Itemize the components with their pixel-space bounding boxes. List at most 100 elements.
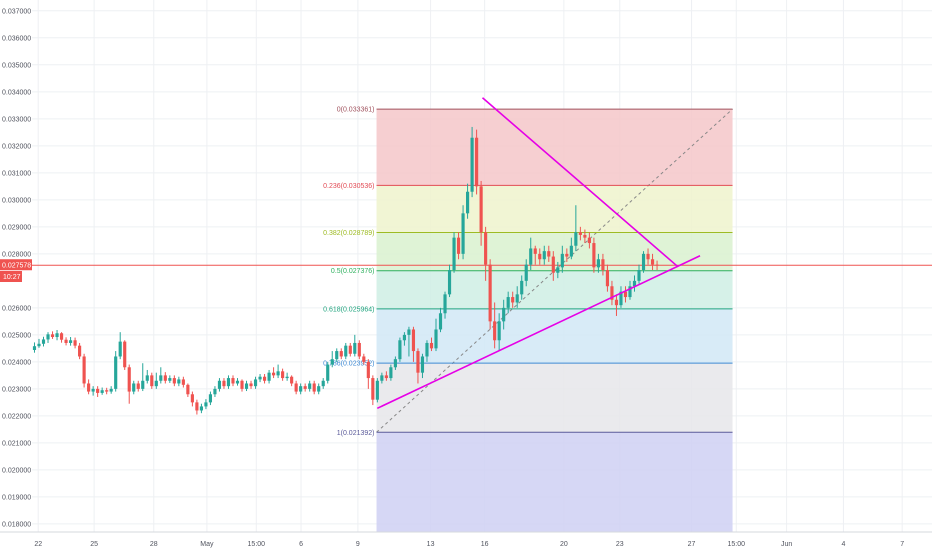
candle-body bbox=[389, 367, 393, 379]
candle-body bbox=[420, 356, 425, 373]
candle-body bbox=[565, 253, 569, 257]
candle-body bbox=[402, 334, 406, 341]
candle-body bbox=[163, 375, 167, 381]
candle-body bbox=[362, 356, 366, 362]
candle-body bbox=[533, 248, 537, 254]
candle-body bbox=[515, 294, 519, 303]
candle-body bbox=[82, 356, 86, 384]
y-tick-label: 0.033000 bbox=[2, 116, 31, 123]
candle-body bbox=[159, 375, 163, 381]
candle-body bbox=[73, 340, 77, 346]
candle-body bbox=[447, 270, 452, 295]
fib-zone bbox=[376, 185, 733, 233]
x-tick-label: 6 bbox=[299, 541, 303, 548]
fib-zone bbox=[376, 308, 733, 364]
candle-body bbox=[375, 380, 379, 400]
candle-body bbox=[641, 253, 646, 271]
candle-body bbox=[488, 264, 492, 322]
candle-body bbox=[655, 264, 659, 266]
y-tick-label: 0.022000 bbox=[2, 413, 31, 420]
x-tick-label: 9 bbox=[356, 541, 360, 548]
candle-body bbox=[59, 333, 64, 340]
fib-level-label: 0.236(0.030536) bbox=[323, 183, 374, 190]
y-tick-label: 0.032000 bbox=[2, 143, 31, 150]
candle-body bbox=[114, 356, 118, 389]
candle-body bbox=[41, 339, 46, 344]
fibonacci-retracement[interactable] bbox=[376, 109, 733, 532]
candle-body bbox=[303, 386, 307, 389]
candle-body bbox=[91, 388, 95, 392]
current-price-badge: 0.027578 10:27 bbox=[0, 259, 32, 282]
candle-body bbox=[529, 248, 533, 265]
candle-body bbox=[272, 372, 276, 376]
candle-body bbox=[127, 367, 131, 392]
candle-body bbox=[217, 380, 222, 389]
candle-body bbox=[416, 351, 420, 373]
candle-body bbox=[578, 232, 582, 235]
candle-body bbox=[614, 299, 619, 306]
candle-body bbox=[628, 286, 632, 298]
candle-body bbox=[353, 342, 357, 354]
candle-body bbox=[249, 383, 253, 387]
x-tick-label: 22 bbox=[34, 541, 42, 548]
candle-body bbox=[267, 372, 271, 381]
y-tick-label: 0.023000 bbox=[2, 386, 31, 393]
candle-body bbox=[542, 251, 546, 260]
candle-body bbox=[610, 286, 614, 300]
candle-body bbox=[222, 380, 226, 387]
candle-body bbox=[32, 346, 37, 350]
candle-body bbox=[317, 386, 321, 392]
candle-body bbox=[118, 341, 122, 357]
current-price-time: 10:27 bbox=[3, 274, 21, 281]
candle-body bbox=[506, 297, 510, 308]
candle-body bbox=[154, 380, 158, 387]
candle-body bbox=[384, 375, 388, 379]
candle-body bbox=[231, 378, 235, 384]
y-tick-label: 0.019000 bbox=[2, 494, 31, 501]
candle-body bbox=[452, 237, 456, 271]
candle-body bbox=[560, 253, 564, 268]
candle-body bbox=[285, 376, 289, 379]
y-tick-label: 0.029000 bbox=[2, 224, 31, 231]
candle-body bbox=[253, 379, 258, 387]
y-tick-label: 0.031000 bbox=[2, 170, 31, 177]
candle-body bbox=[398, 340, 402, 360]
y-tick-label: 0.018000 bbox=[2, 521, 31, 528]
candle-body bbox=[290, 376, 294, 384]
candle-body bbox=[204, 402, 208, 407]
candle-body bbox=[326, 364, 330, 381]
candle-body bbox=[308, 383, 312, 389]
candle-body bbox=[520, 280, 524, 295]
y-tick-label: 0.035000 bbox=[2, 62, 31, 69]
candle-body bbox=[434, 329, 438, 349]
candle-body bbox=[551, 256, 555, 273]
candle-body bbox=[596, 259, 600, 268]
candle-body bbox=[321, 380, 325, 387]
candle-body bbox=[538, 253, 542, 260]
candle-body bbox=[46, 334, 50, 340]
candle-body bbox=[330, 359, 334, 365]
candle-body bbox=[294, 383, 298, 392]
y-tick-label: 0.034000 bbox=[2, 89, 31, 96]
x-tick-label: 4 bbox=[842, 541, 846, 548]
price-time-box bbox=[0, 271, 22, 282]
candle-body bbox=[258, 376, 262, 380]
candle-body bbox=[569, 245, 573, 257]
y-tick-label: 0.025000 bbox=[2, 332, 31, 339]
resistance-trendline bbox=[481, 97, 679, 268]
x-tick-label: 20 bbox=[560, 541, 568, 548]
candle-body bbox=[429, 342, 434, 349]
fib-level-label: 0.618(0.025964) bbox=[323, 306, 374, 313]
y-tick-label: 0.030000 bbox=[2, 197, 31, 204]
candles bbox=[32, 126, 659, 415]
time-axis[interactable]: 22 25 28 May 15:00 6 9 13 16 20 23 27 15:00 Jun 4 7 bbox=[0, 531, 932, 550]
candle-body bbox=[100, 390, 104, 393]
candle-body bbox=[55, 333, 59, 338]
candle-body bbox=[475, 137, 479, 187]
candle-body bbox=[136, 383, 140, 389]
trendlines[interactable] bbox=[376, 97, 701, 410]
candle-body bbox=[78, 345, 82, 357]
candle-body bbox=[411, 329, 416, 352]
candle-body bbox=[50, 334, 55, 338]
y-tick-label: 0.037000 bbox=[2, 8, 31, 15]
